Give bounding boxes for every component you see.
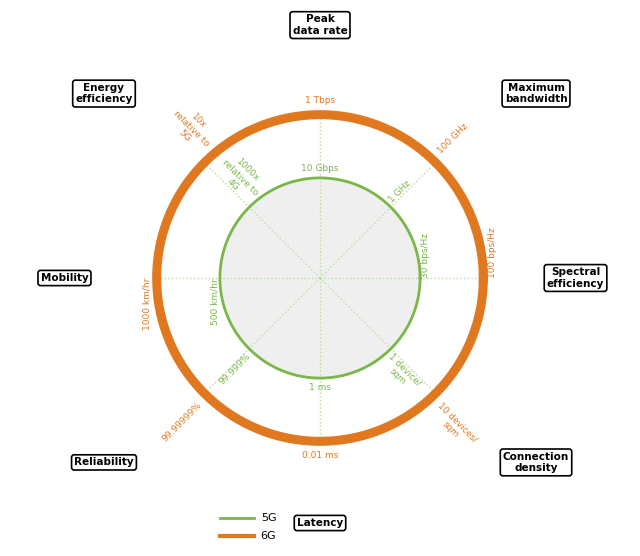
Text: Energy
efficiency: Energy efficiency: [76, 83, 132, 105]
Text: 1000x
relative to
4G: 1000x relative to 4G: [213, 150, 268, 204]
Text: 0.01 ms: 0.01 ms: [302, 450, 338, 460]
Text: 99.99999%: 99.99999%: [161, 400, 204, 444]
Text: Reliability: Reliability: [74, 458, 134, 468]
Text: Connection
density: Connection density: [503, 451, 569, 473]
Text: 100 GHz: 100 GHz: [436, 122, 470, 156]
Text: Latency: Latency: [297, 518, 343, 528]
Text: 1 GHz: 1 GHz: [387, 178, 413, 204]
Text: Mobility: Mobility: [40, 273, 88, 283]
Text: 30 bps/Hz: 30 bps/Hz: [421, 233, 430, 278]
Text: Maximum
bandwidth: Maximum bandwidth: [505, 83, 567, 105]
Text: 5G: 5G: [260, 513, 276, 523]
Text: 500 km/hr: 500 km/hr: [210, 278, 219, 325]
Text: Peak
data rate: Peak data rate: [292, 14, 348, 36]
Circle shape: [220, 178, 420, 378]
Text: 1 Tbps: 1 Tbps: [305, 96, 335, 106]
Text: 1 ms: 1 ms: [309, 384, 331, 393]
Text: 99.999%: 99.999%: [218, 352, 253, 386]
Text: 10 devices/
sqm: 10 devices/ sqm: [429, 400, 479, 451]
Text: 10x
relative to
5G: 10x relative to 5G: [164, 102, 219, 156]
Text: 100 bps/Hz: 100 bps/Hz: [488, 227, 497, 278]
Text: Spectral
efficiency: Spectral efficiency: [547, 267, 604, 289]
Text: 6G: 6G: [260, 531, 276, 541]
Text: 1 device/
sqm: 1 device/ sqm: [380, 352, 423, 395]
Text: 1000 km/hr: 1000 km/hr: [143, 278, 152, 330]
Text: 10 Gbps: 10 Gbps: [301, 163, 339, 172]
